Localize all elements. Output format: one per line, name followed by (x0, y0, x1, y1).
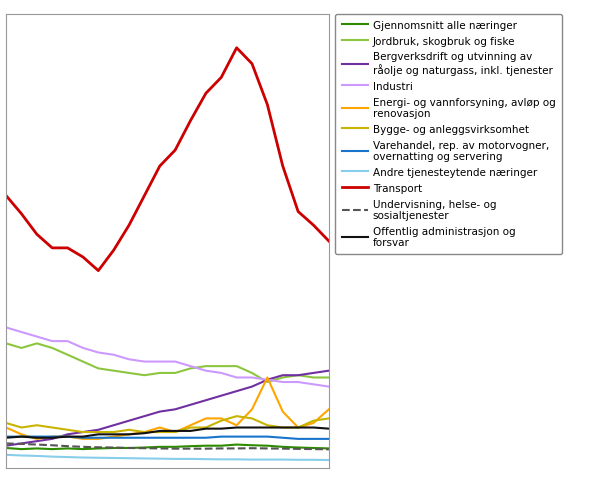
Legend: Gjennomsnitt alle næringer, Jordbruk, skogbruk og fiske, Bergverksdrift og utvin: Gjennomsnitt alle næringer, Jordbruk, sk… (336, 15, 562, 254)
